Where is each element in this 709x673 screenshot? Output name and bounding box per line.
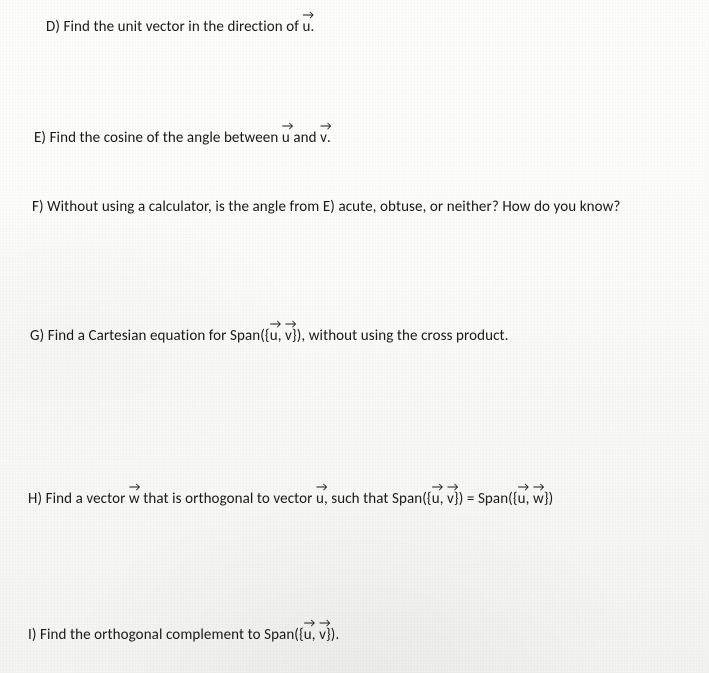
question-i: I) Find the orthogonal complement to Spa… [28, 625, 339, 645]
question-text: }), without using the cross product. [292, 327, 509, 345]
question-text: }) = Span({ [454, 490, 518, 508]
question-f: F) Without using a calculator, is the an… [32, 197, 620, 217]
question-label: I) [28, 626, 37, 644]
vector-u: u [282, 128, 290, 148]
question-label: H) [28, 490, 42, 508]
vector-v: v [447, 489, 454, 509]
vector-u: u [316, 489, 324, 509]
question-text: that is orthogonal to vector [140, 490, 316, 508]
vector-v: v [285, 326, 292, 346]
question-text: Without using a calculator, is the angle… [44, 198, 621, 216]
question-label: G) [30, 327, 44, 345]
worksheet-page: D) Find the unit vector in the direction… [0, 0, 709, 673]
vector-u: u [432, 489, 440, 509]
question-text: Find the unit vector in the direction of [60, 18, 302, 36]
question-label: F) [32, 198, 44, 216]
question-text: and [290, 129, 320, 147]
question-text: Find the orthogonal complement to Span({ [37, 626, 304, 644]
question-text: Find a vector [42, 490, 129, 508]
question-g: G) Find a Cartesian equation for Span({u… [30, 326, 509, 346]
vector-v: v [319, 625, 326, 645]
vector-v: v [320, 128, 327, 148]
question-label: E) [34, 129, 46, 147]
vector-u: u [518, 489, 526, 509]
question-text: , such that Span({ [324, 490, 432, 508]
question-text: }) [544, 490, 553, 508]
question-text: Find a Cartesian equation for Span({ [44, 327, 269, 345]
vector-u: u [304, 625, 312, 645]
question-text: Find the cosine of the angle between [46, 129, 282, 147]
question-label: D) [46, 18, 60, 36]
question-e: E) Find the cosine of the angle between … [34, 128, 331, 148]
question-h: H) Find a vector w that is orthogonal to… [28, 489, 553, 509]
question-d: D) Find the unit vector in the direction… [46, 17, 314, 37]
vector-u: u [270, 326, 278, 346]
vector-w: w [129, 489, 140, 509]
vector-w: w [533, 489, 544, 509]
vector-u: u [302, 17, 310, 37]
